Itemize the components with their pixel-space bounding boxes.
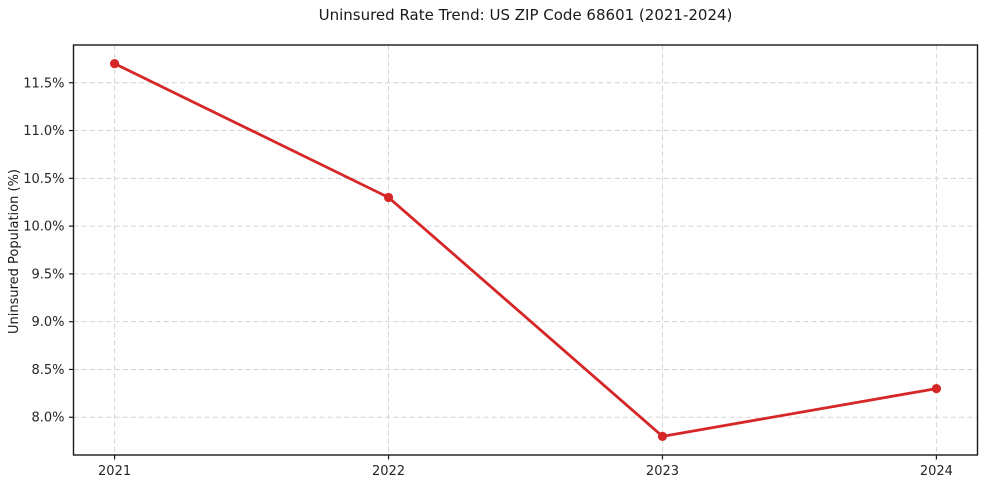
y-tick-label: 9.0% <box>31 315 64 330</box>
chart-title: Uninsured Rate Trend: US ZIP Code 68601 … <box>319 6 733 24</box>
y-tick-label: 10.0% <box>23 220 64 235</box>
x-tick-label: 2021 <box>98 464 131 479</box>
grid-layer <box>73 45 978 455</box>
x-tick-label: 2022 <box>372 464 405 479</box>
axis-layer: 11.5% 11.0% 10.5% 10.0% 9.5% 9.0% 8.5% 8.0% 2021… <box>23 44 979 479</box>
y-tick-label: 10.5% <box>23 172 64 187</box>
trend-line <box>113 62 938 438</box>
y-tick-label: 9.5% <box>31 267 64 282</box>
plot-border <box>72 44 979 456</box>
x-tick-label: 2024 <box>920 464 953 479</box>
data-point <box>109 59 120 69</box>
y-tick-label: 8.0% <box>31 411 64 426</box>
x-tick-label: 2023 <box>646 464 679 479</box>
y-axis-label: Uninsured Population (%) <box>7 169 22 334</box>
data-point <box>657 431 668 441</box>
data-series-layer <box>109 59 942 441</box>
data-point <box>931 383 942 394</box>
y-tick-label: 8.5% <box>31 363 64 378</box>
y-tick-label: 11.0% <box>23 124 64 139</box>
y-tick-label: 11.5% <box>23 76 64 91</box>
data-point <box>383 192 394 203</box>
